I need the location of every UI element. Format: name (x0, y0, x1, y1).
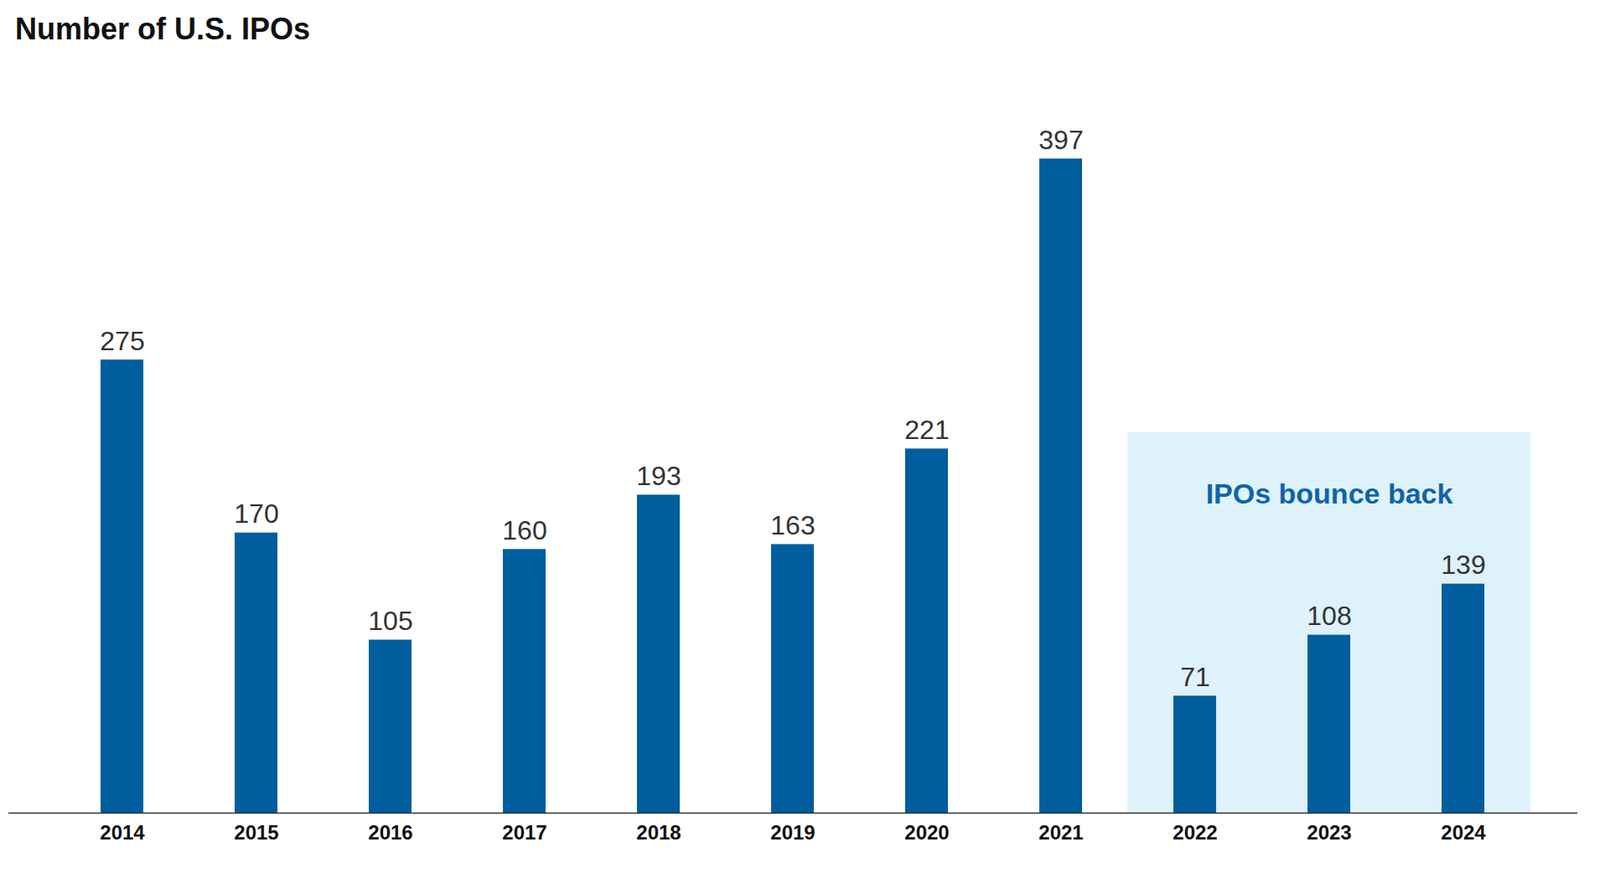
html-text:Number of U.S. IPOs: Number of U.S. IPOs (15, 11, 311, 47)
svg-text:2024: 2024 (1440, 821, 1487, 845)
svg-text:160: 160 (502, 515, 547, 546)
svg-text:2015: 2015 (233, 821, 279, 845)
svg-text:IPOs bounce back: IPOs bounce back (1206, 477, 1454, 510)
svg-text:2017: 2017 (502, 821, 547, 845)
svg-text:2020: 2020 (904, 821, 949, 845)
svg-text:275: 275 (99, 326, 145, 357)
svg-text:71: 71 (1180, 662, 1211, 693)
svg-text:163: 163 (770, 510, 815, 541)
svg-text:2018: 2018 (636, 821, 681, 845)
svg-text:2016: 2016 (367, 821, 413, 845)
svg-text:139: 139 (1440, 549, 1486, 580)
svg-text:2021: 2021 (1038, 821, 1083, 845)
svg-text:221: 221 (904, 414, 949, 446)
svg-text:108: 108 (1306, 600, 1352, 632)
svg-text:2023: 2023 (1306, 821, 1352, 845)
svg-text:2022: 2022 (1172, 821, 1217, 845)
svg-text:193: 193 (636, 460, 681, 492)
svg-text:105: 105 (367, 605, 413, 637)
svg-text:397: 397 (1038, 124, 1083, 156)
svg-text:2014: 2014 (99, 821, 145, 845)
svg-text:2019: 2019 (770, 821, 815, 845)
svg-text:170: 170 (233, 498, 279, 529)
